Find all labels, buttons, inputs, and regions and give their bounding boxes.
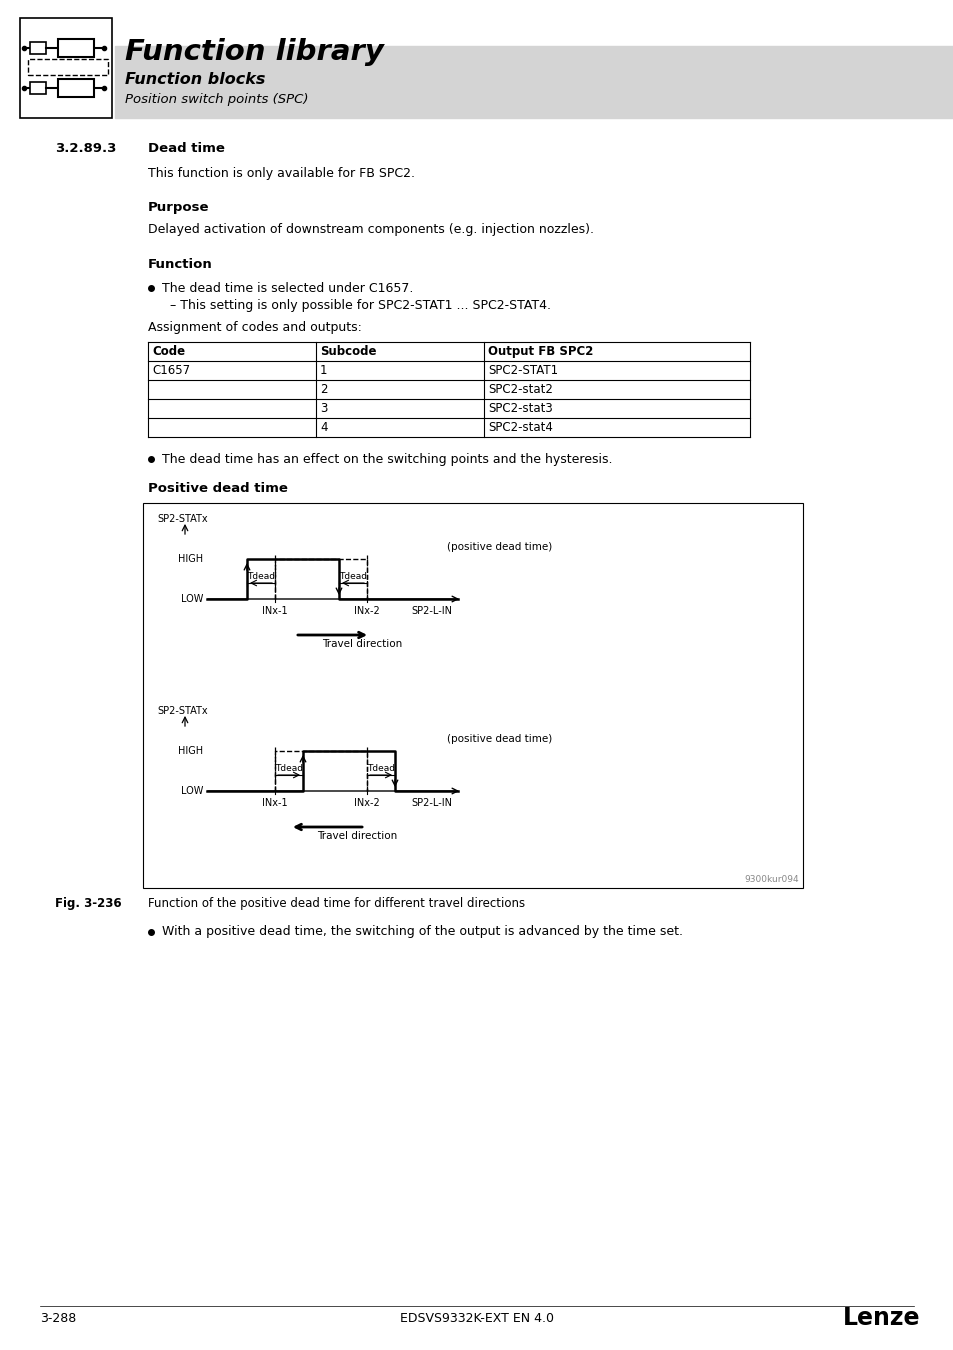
Text: Travel direction: Travel direction bbox=[322, 639, 402, 649]
Text: Function of the positive dead time for different travel directions: Function of the positive dead time for d… bbox=[148, 898, 524, 910]
Text: Positive dead time: Positive dead time bbox=[148, 482, 288, 495]
Text: 3.2.89.3: 3.2.89.3 bbox=[55, 142, 116, 154]
Text: Tdead: Tdead bbox=[338, 572, 367, 580]
Text: LOW: LOW bbox=[180, 594, 203, 603]
Bar bbox=[30, 82, 46, 94]
Text: 1: 1 bbox=[319, 364, 327, 377]
Text: (positive dead time): (positive dead time) bbox=[447, 734, 552, 744]
Text: SPC2-stat4: SPC2-stat4 bbox=[488, 421, 553, 433]
Text: Purpose: Purpose bbox=[148, 201, 210, 215]
Text: Assignment of codes and outputs:: Assignment of codes and outputs: bbox=[148, 321, 361, 335]
Bar bbox=[115, 46, 953, 117]
Text: SP2-L-IN: SP2-L-IN bbox=[411, 798, 452, 809]
Text: Output FB SPC2: Output FB SPC2 bbox=[488, 346, 593, 358]
Text: Delayed activation of downstream components (e.g. injection nozzles).: Delayed activation of downstream compone… bbox=[148, 224, 594, 236]
Text: SP2-STATx: SP2-STATx bbox=[157, 514, 208, 524]
Text: With a positive dead time, the switching of the output is advanced by the time s: With a positive dead time, the switching… bbox=[162, 926, 682, 938]
Bar bbox=[58, 39, 94, 57]
Text: Function library: Function library bbox=[125, 38, 383, 66]
Text: Function: Function bbox=[148, 258, 213, 270]
Text: INx-1: INx-1 bbox=[262, 606, 288, 616]
Text: Position switch points (SPC): Position switch points (SPC) bbox=[125, 93, 308, 107]
Text: Fig. 3-236: Fig. 3-236 bbox=[55, 898, 121, 910]
Text: EDSVS9332K-EXT EN 4.0: EDSVS9332K-EXT EN 4.0 bbox=[399, 1311, 554, 1324]
Bar bbox=[30, 42, 46, 54]
Text: LOW: LOW bbox=[180, 786, 203, 796]
Text: INx-2: INx-2 bbox=[354, 798, 379, 809]
Text: INx-2: INx-2 bbox=[354, 606, 379, 616]
Text: This function is only available for FB SPC2.: This function is only available for FB S… bbox=[148, 167, 415, 181]
Text: Tdead: Tdead bbox=[247, 572, 274, 580]
Bar bbox=[20, 18, 112, 117]
Text: SPC2-STAT1: SPC2-STAT1 bbox=[488, 364, 558, 377]
Text: Travel direction: Travel direction bbox=[317, 832, 397, 841]
Text: 2: 2 bbox=[319, 383, 327, 396]
Text: 3-288: 3-288 bbox=[40, 1311, 76, 1324]
Text: SP2-STATx: SP2-STATx bbox=[157, 706, 208, 716]
Text: Tdead: Tdead bbox=[274, 764, 303, 774]
Text: Lenze: Lenze bbox=[841, 1305, 919, 1330]
Text: SPC2-stat2: SPC2-stat2 bbox=[488, 383, 553, 396]
Text: Function blocks: Function blocks bbox=[125, 73, 265, 88]
Text: (positive dead time): (positive dead time) bbox=[447, 541, 552, 552]
Text: HIGH: HIGH bbox=[177, 747, 203, 756]
Text: Dead time: Dead time bbox=[148, 142, 225, 154]
Text: 9300kur094: 9300kur094 bbox=[743, 875, 799, 884]
Text: The dead time is selected under C1657.: The dead time is selected under C1657. bbox=[162, 282, 413, 294]
Text: Tdead: Tdead bbox=[367, 764, 395, 774]
Text: Subcode: Subcode bbox=[319, 346, 376, 358]
Bar bbox=[58, 80, 94, 97]
Text: The dead time has an effect on the switching points and the hysteresis.: The dead time has an effect on the switc… bbox=[162, 452, 612, 466]
Text: – This setting is only possible for SPC2-STAT1 ... SPC2-STAT4.: – This setting is only possible for SPC2… bbox=[170, 300, 551, 312]
Text: HIGH: HIGH bbox=[177, 554, 203, 564]
Text: 4: 4 bbox=[319, 421, 327, 433]
Text: C1657: C1657 bbox=[152, 364, 190, 377]
Bar bbox=[143, 504, 802, 888]
Text: INx-1: INx-1 bbox=[262, 798, 288, 809]
Text: SPC2-stat3: SPC2-stat3 bbox=[488, 402, 552, 414]
Text: Code: Code bbox=[152, 346, 185, 358]
Bar bbox=[28, 59, 108, 76]
Text: SP2-L-IN: SP2-L-IN bbox=[411, 606, 452, 616]
Text: 3: 3 bbox=[319, 402, 327, 414]
